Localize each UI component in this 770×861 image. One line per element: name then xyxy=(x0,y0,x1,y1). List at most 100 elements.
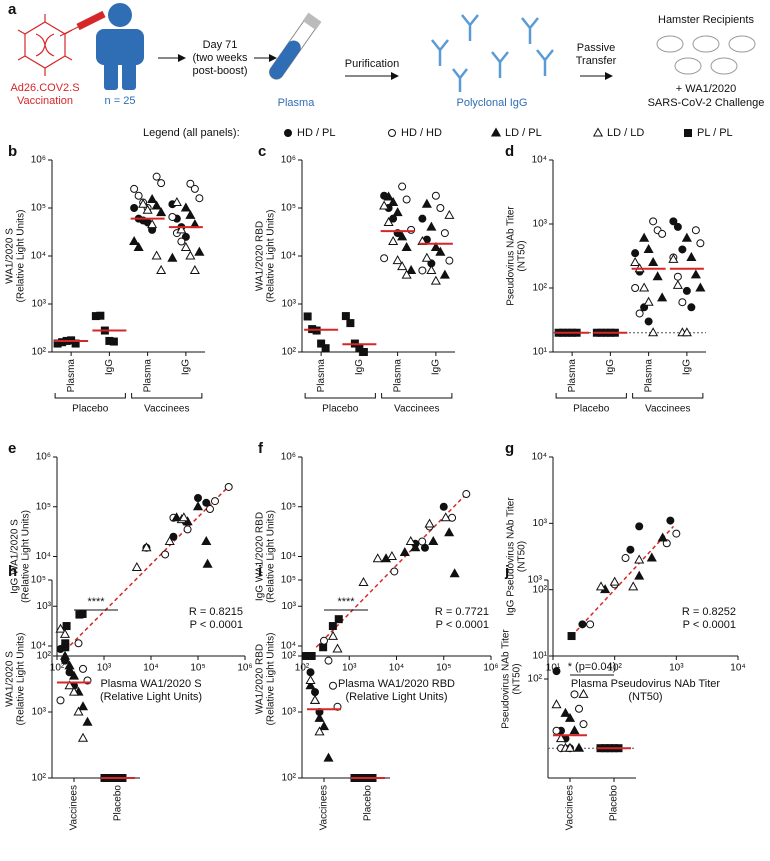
x-tick-label: 10³ xyxy=(342,663,357,674)
point xyxy=(178,512,189,522)
point xyxy=(358,576,369,587)
point xyxy=(82,716,93,726)
point xyxy=(161,550,170,559)
point xyxy=(147,219,158,229)
point xyxy=(445,256,454,265)
point xyxy=(311,688,319,697)
x-tick-label: Vaccinees xyxy=(565,785,576,830)
x-tick-label: Plasma xyxy=(392,359,403,393)
x-axis-label: Plasma WA1/2020 S xyxy=(100,678,201,690)
y-tick-label: 10¹ xyxy=(533,651,548,662)
point xyxy=(555,733,567,743)
point xyxy=(639,232,650,242)
legend-label: LD / PL xyxy=(505,127,542,139)
y-axis-label: (Relative Light Units) xyxy=(266,633,277,726)
point xyxy=(687,303,696,312)
point xyxy=(389,214,398,223)
point xyxy=(426,264,437,274)
point xyxy=(305,674,316,685)
point xyxy=(609,576,620,586)
y-tick-label: 10³ xyxy=(37,601,52,612)
x-tick-label: 10⁴ xyxy=(730,663,745,674)
point xyxy=(78,609,87,618)
panel-label: f xyxy=(258,440,264,457)
point xyxy=(56,696,65,705)
schematic-label: Plasma xyxy=(278,97,316,109)
x-tick-label: IgG xyxy=(431,359,442,375)
point xyxy=(79,664,87,673)
point xyxy=(430,275,441,285)
point xyxy=(190,184,199,193)
point xyxy=(436,204,445,212)
group-label: Placebo xyxy=(573,404,610,415)
point xyxy=(329,681,337,690)
point xyxy=(628,581,639,591)
point xyxy=(678,298,687,307)
point xyxy=(180,242,191,252)
antibody-icons xyxy=(431,14,554,92)
x-tick-label: 10² xyxy=(607,663,622,674)
schematic-label: post-boost) xyxy=(192,65,247,77)
point xyxy=(648,327,659,337)
y-tick-label: 10³ xyxy=(528,575,543,586)
fit-line xyxy=(64,488,227,651)
x-tick-label: 10³ xyxy=(669,663,684,674)
panel-label: a xyxy=(8,1,17,18)
y-tick-label: 10⁴ xyxy=(532,155,547,166)
point xyxy=(649,217,658,226)
x-tick-label: IgG xyxy=(354,359,365,375)
significance-label: **** xyxy=(87,596,105,608)
point xyxy=(185,209,196,219)
x-tick-label: IgG xyxy=(104,359,115,375)
panel-label: j xyxy=(504,563,509,580)
point xyxy=(392,207,403,217)
point xyxy=(440,229,449,238)
point xyxy=(151,250,162,260)
x-tick-label: Placebo xyxy=(609,785,620,822)
point xyxy=(418,214,427,223)
fit-line xyxy=(571,525,675,637)
x-tick-label: IgG xyxy=(605,359,616,375)
point xyxy=(74,639,83,648)
point xyxy=(462,490,471,499)
legend-label: PL / PL xyxy=(697,127,733,139)
x-tick-label: 10⁴ xyxy=(389,663,404,674)
point xyxy=(176,224,187,234)
point xyxy=(578,688,589,698)
point xyxy=(68,670,80,680)
y-tick-label: 10⁵ xyxy=(281,575,296,586)
point xyxy=(668,253,679,263)
y-axis-label: IgG WA1/2020 S xyxy=(10,519,21,594)
y-tick-label: 10² xyxy=(282,773,297,784)
point xyxy=(631,284,640,292)
point xyxy=(314,712,325,722)
point xyxy=(392,255,403,265)
legend-marker xyxy=(388,129,396,137)
point xyxy=(678,245,687,254)
point xyxy=(398,182,407,191)
point xyxy=(690,269,701,279)
y-tick-label: 10² xyxy=(533,584,548,595)
y-axis-label: WA1/2020 RBD xyxy=(255,221,266,291)
point xyxy=(202,558,213,568)
x-tick-label: Placebo xyxy=(363,785,374,822)
point xyxy=(635,309,644,318)
point xyxy=(317,339,326,348)
point xyxy=(303,312,312,321)
point xyxy=(130,204,139,212)
group-label: Placebo xyxy=(322,404,359,415)
point xyxy=(635,522,644,531)
y-tick-label: 10³ xyxy=(32,707,47,718)
y-axis-label: (NT50) xyxy=(517,240,528,271)
point xyxy=(695,282,706,292)
y-tick-label: 10⁵ xyxy=(36,501,51,512)
y-axis-label: (NT50) xyxy=(517,541,528,572)
point xyxy=(570,690,579,699)
y-tick-label: 10³ xyxy=(533,518,548,529)
point xyxy=(59,650,71,660)
point xyxy=(552,667,561,676)
point xyxy=(681,232,692,242)
x-tick-label: 10¹ xyxy=(546,663,561,674)
point xyxy=(157,179,166,188)
point xyxy=(643,243,654,253)
